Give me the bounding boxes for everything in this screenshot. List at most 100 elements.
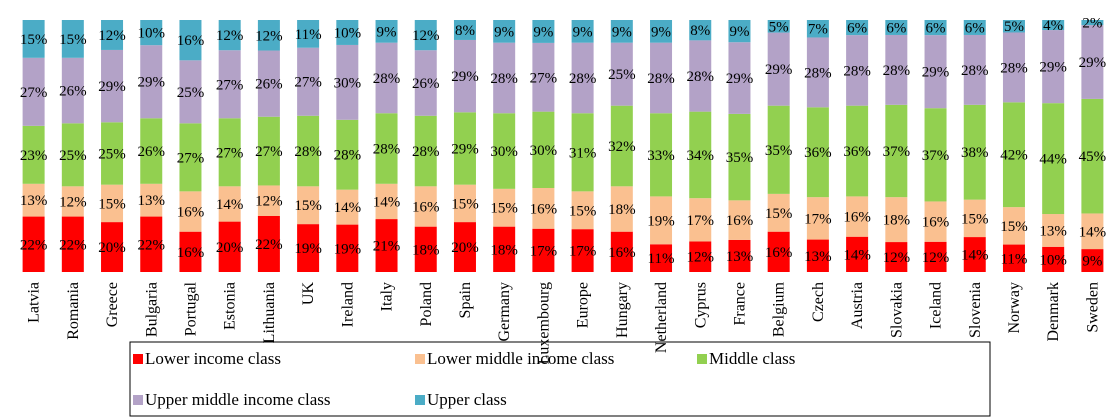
bar-segment xyxy=(22,125,45,184)
bar-segment xyxy=(610,105,633,187)
bar-segment xyxy=(22,216,45,272)
value-label: 26% xyxy=(138,144,166,160)
bar-segment xyxy=(1081,249,1104,272)
bar-segment xyxy=(1081,20,1104,26)
bar-segment xyxy=(493,42,516,114)
value-label: 19% xyxy=(334,241,362,257)
value-label: 20% xyxy=(98,240,126,256)
bar-segment xyxy=(297,20,320,48)
value-label: 15% xyxy=(961,211,989,227)
x-tick-label: Hungary xyxy=(614,282,631,338)
x-tick-label: Netherland xyxy=(653,282,670,353)
bar-segment xyxy=(728,20,751,43)
value-label: 11% xyxy=(295,27,322,43)
value-label: 42% xyxy=(1000,148,1028,164)
bar-segment xyxy=(1081,25,1104,99)
bar-segment xyxy=(806,20,829,38)
value-label: 16% xyxy=(726,213,754,229)
bar-segment xyxy=(218,50,241,119)
value-label: 15% xyxy=(490,201,518,217)
value-label: 29% xyxy=(451,141,479,157)
value-label: 31% xyxy=(569,145,597,161)
value-label: 38% xyxy=(961,145,989,161)
value-label: 26% xyxy=(59,84,87,100)
legend-label: Middle class xyxy=(709,349,795,368)
value-label: 15% xyxy=(569,203,597,219)
bar-segment xyxy=(140,118,163,184)
value-label: 28% xyxy=(373,71,401,87)
value-label: 9% xyxy=(1082,254,1102,270)
bar-segment xyxy=(610,20,633,43)
value-label: 28% xyxy=(334,148,362,164)
bar-segment xyxy=(1042,30,1065,104)
value-label: 32% xyxy=(608,139,636,155)
value-label: 6% xyxy=(847,21,867,37)
value-label: 15% xyxy=(294,198,322,214)
value-label: 30% xyxy=(490,144,518,160)
value-label: 14% xyxy=(334,200,362,216)
bar-segment xyxy=(493,226,516,272)
bar-segment xyxy=(61,123,84,187)
value-label: 30% xyxy=(530,143,558,159)
value-label: 8% xyxy=(455,23,475,39)
bar-segment xyxy=(963,104,986,200)
bar-segment xyxy=(257,216,280,272)
legend-box xyxy=(129,341,991,417)
value-label: 14% xyxy=(216,197,244,213)
legend-swatch xyxy=(133,395,143,405)
value-label: 9% xyxy=(377,24,397,40)
value-label: 28% xyxy=(294,144,322,160)
legend-label: Upper middle income class xyxy=(145,390,331,409)
value-label: 27% xyxy=(20,85,48,101)
value-label: 17% xyxy=(804,211,832,227)
x-tick-label: Poland xyxy=(418,282,435,326)
bar-segment xyxy=(571,20,594,43)
value-label: 35% xyxy=(726,150,754,166)
value-label: 27% xyxy=(177,150,205,166)
value-label: 6% xyxy=(926,21,946,37)
legend-swatch xyxy=(697,354,707,364)
x-tick-label: France xyxy=(731,282,748,326)
x-tick-label: Norway xyxy=(1006,282,1023,334)
bar-segment xyxy=(806,37,829,108)
value-label: 16% xyxy=(412,199,440,215)
value-label: 29% xyxy=(1039,60,1067,76)
value-label: 29% xyxy=(451,69,479,85)
x-tick-label: Greece xyxy=(104,282,121,327)
value-label: 28% xyxy=(961,63,989,79)
bar-segment xyxy=(1042,246,1065,272)
value-label: 16% xyxy=(177,245,205,261)
value-label: 26% xyxy=(412,76,440,92)
bar-segment xyxy=(179,20,202,61)
value-label: 17% xyxy=(530,243,558,259)
value-label: 22% xyxy=(20,237,48,253)
bar-segment xyxy=(885,34,908,105)
bar-segment xyxy=(1002,244,1025,272)
bar-segment xyxy=(767,32,790,106)
x-tick-label: Luxembourg xyxy=(535,282,552,364)
value-label: 5% xyxy=(1004,19,1024,35)
bar-segment xyxy=(1042,103,1065,215)
value-label: 12% xyxy=(412,28,440,44)
value-label: 36% xyxy=(804,145,832,161)
value-label: 5% xyxy=(769,19,789,35)
value-label: 12% xyxy=(922,250,950,266)
bar-segment xyxy=(1002,32,1025,103)
value-label: 33% xyxy=(647,148,675,164)
value-label: 28% xyxy=(804,65,832,81)
bar-segment xyxy=(218,221,241,272)
value-label: 17% xyxy=(687,213,715,229)
bar-segment xyxy=(924,20,947,36)
bar-segment xyxy=(336,44,359,120)
value-label: 16% xyxy=(177,205,205,221)
value-label: 11% xyxy=(1000,251,1027,267)
value-label: 27% xyxy=(530,70,558,86)
legend-label: Lower income class xyxy=(145,349,281,368)
bar-segment xyxy=(924,201,947,242)
bar-segment xyxy=(257,185,280,216)
value-label: 12% xyxy=(687,250,715,266)
bar-segment xyxy=(689,40,712,112)
value-label: 25% xyxy=(59,148,87,164)
bar-segment xyxy=(257,50,280,117)
